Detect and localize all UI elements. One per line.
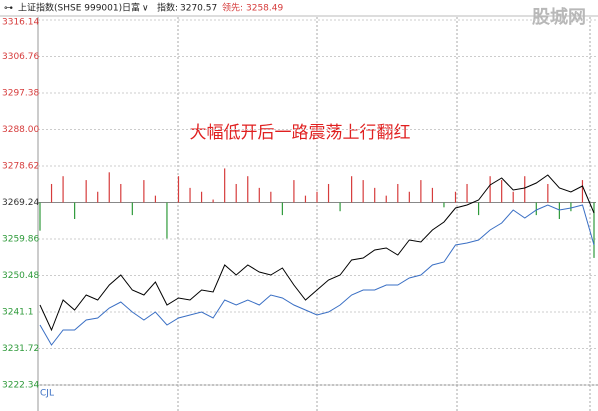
index-label: 指数: <box>157 2 178 14</box>
y-tick-label: 3278.62 <box>2 162 39 172</box>
watermark: 股城网 <box>531 6 586 28</box>
annotation: 大幅低开后一路震荡上行翻红 <box>190 123 411 143</box>
y-tick-label: 3306.76 <box>2 52 39 62</box>
period-arrow[interactable]: ∨ <box>142 4 149 14</box>
y-tick-label: 3241.1 <box>2 308 34 318</box>
index-value: 3270.57 <box>180 4 217 14</box>
y-tick-label: 3222.34 <box>2 381 39 391</box>
y-tick-label: 3297.38 <box>2 89 39 99</box>
lead-value: 3258.49 <box>246 4 283 14</box>
volume-label: CJL <box>40 389 54 399</box>
price-line <box>39 204 595 346</box>
y-tick-label: 3231.72 <box>2 344 39 354</box>
header-icon: ⊶ <box>4 4 13 14</box>
price-line <box>39 174 595 332</box>
y-tick-label: 3288.00 <box>2 125 39 135</box>
symbol: 上证指数(SHSE 999001) <box>18 2 122 14</box>
lead-label: 领先: <box>222 2 243 14</box>
y-tick-label: 3269.24 <box>2 198 39 208</box>
y-tick-label: 3316.14 <box>2 18 39 28</box>
period[interactable]: 日富 <box>122 2 140 14</box>
y-tick-label: 3250.48 <box>2 271 39 281</box>
y-tick-label: 3259.86 <box>2 235 39 245</box>
